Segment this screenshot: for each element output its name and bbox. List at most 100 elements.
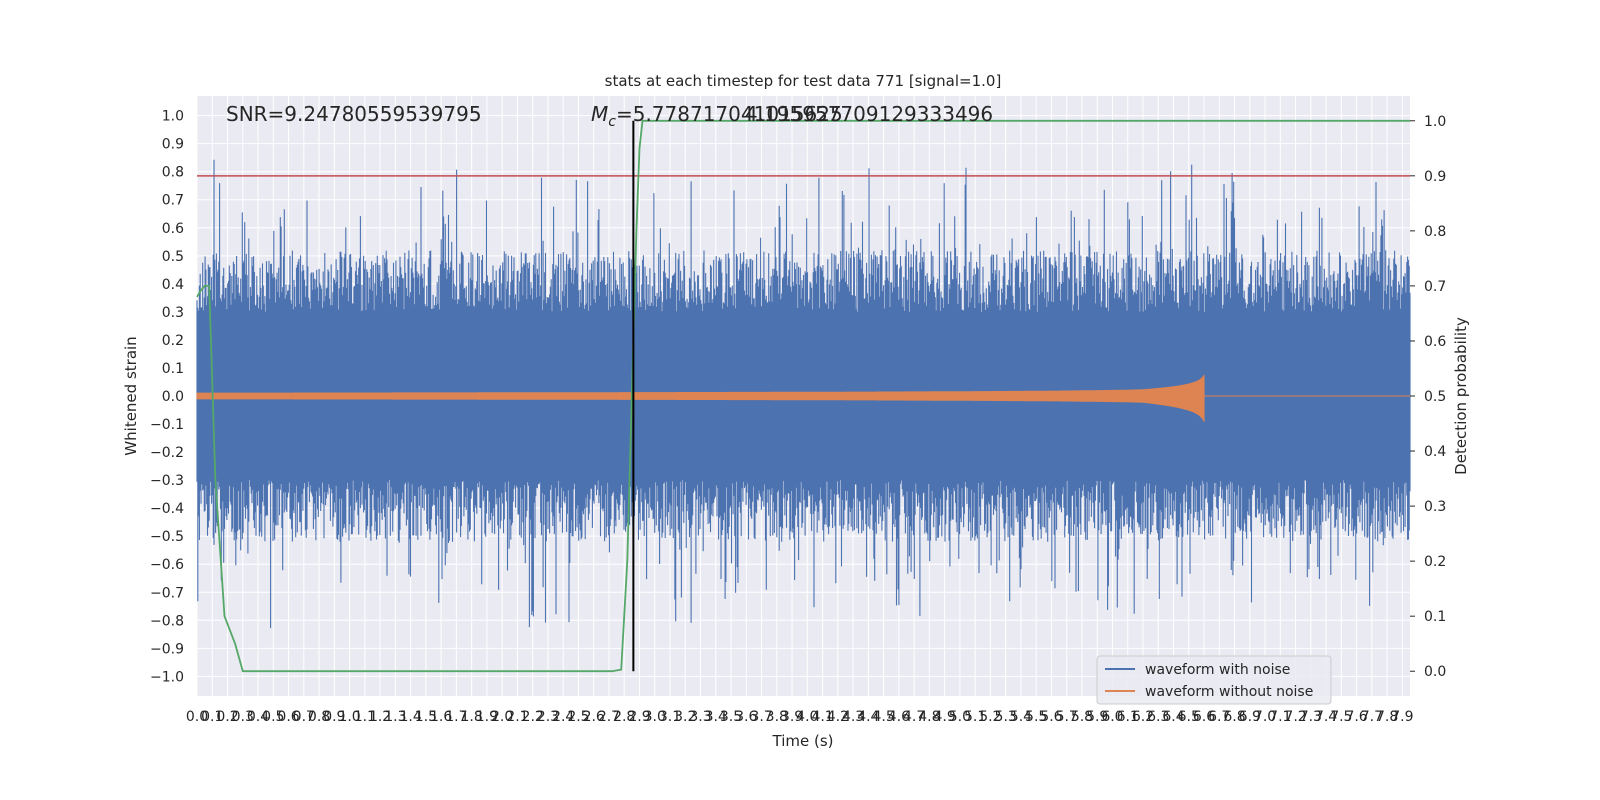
y-tick-label: −1.0 bbox=[150, 669, 184, 685]
x-tick-label: 0.9 bbox=[323, 709, 345, 725]
x-tick-label: 1.2 bbox=[369, 709, 391, 725]
y-tick-label: 0.0 bbox=[162, 389, 184, 405]
y-tick-label: 0.4 bbox=[162, 277, 184, 293]
x-tick-label: 1.0 bbox=[338, 709, 360, 725]
x-tick-label: 7.4 bbox=[1315, 709, 1337, 725]
y-tick-label: 1.0 bbox=[162, 109, 184, 125]
y-tick-label: 0.1 bbox=[162, 361, 184, 377]
x-tick-label: 3.4 bbox=[705, 709, 727, 725]
mc-symbol: M bbox=[591, 102, 608, 126]
x-tick-label: 4.5 bbox=[872, 709, 894, 725]
y-tick-label: −0.5 bbox=[150, 529, 184, 545]
x-tick-label: 4.3 bbox=[842, 709, 864, 725]
x-tick-label: 5.1 bbox=[964, 709, 986, 725]
x-tick-label: 4.0 bbox=[796, 709, 818, 725]
y-axis-label: Whitened strain bbox=[122, 336, 140, 455]
x-tick-label: 3.3 bbox=[689, 709, 711, 725]
x-tick-label: 2.7 bbox=[598, 709, 620, 725]
y-tick-label: −0.9 bbox=[150, 641, 184, 657]
x-tick-label: 6.4 bbox=[1162, 709, 1184, 725]
x-tick-label: 1.5 bbox=[415, 709, 437, 725]
legend-label-with-noise: waveform with noise bbox=[1145, 662, 1290, 678]
x-tick-label: 2.8 bbox=[613, 709, 635, 725]
y-right-tick-label: 0.1 bbox=[1424, 609, 1446, 625]
legend-label-without-noise: waveform without noise bbox=[1145, 684, 1313, 700]
x-tick-label: 7.9 bbox=[1391, 709, 1413, 725]
x-tick-label: 1.7 bbox=[445, 709, 467, 725]
y-right-tick-label: 0.6 bbox=[1424, 334, 1446, 350]
x-tick-label: 6.6 bbox=[1193, 709, 1215, 725]
x-tick-label: 7.2 bbox=[1284, 709, 1306, 725]
y-tick-label: 0.6 bbox=[162, 221, 184, 237]
x-tick-label: 4.2 bbox=[827, 709, 849, 725]
x-tick-label: 4.9 bbox=[934, 709, 956, 725]
x-tick-label: 0.2 bbox=[216, 709, 238, 725]
x-tick-label: 0.6 bbox=[277, 709, 299, 725]
x-tick-label: 2.0 bbox=[491, 709, 513, 725]
x-tick-label: 6.3 bbox=[1147, 709, 1169, 725]
x-tick-label: 7.3 bbox=[1300, 709, 1322, 725]
y-right-tick-label: 0.0 bbox=[1424, 664, 1446, 680]
x-tick-label: 2.6 bbox=[583, 709, 605, 725]
y-tick-label: −0.1 bbox=[150, 417, 184, 433]
x-tick-label: 7.7 bbox=[1361, 709, 1383, 725]
x-tick-label: 6.2 bbox=[1132, 709, 1154, 725]
x-tick-label: 3.8 bbox=[766, 709, 788, 725]
y-right-tick-label: 1.0 bbox=[1424, 114, 1446, 130]
x-tick-label: 0.3 bbox=[232, 709, 254, 725]
y-tick-label: −0.4 bbox=[150, 501, 184, 517]
x-tick-label: 0.8 bbox=[308, 709, 330, 725]
x-tick-label: 1.4 bbox=[399, 709, 421, 725]
x-tick-label: 3.9 bbox=[781, 709, 803, 725]
x-tick-label: 3.2 bbox=[674, 709, 696, 725]
series-waveform-without-noise bbox=[196, 374, 1410, 422]
x-tick-label: 0.5 bbox=[262, 709, 284, 725]
x-tick-label: 3.5 bbox=[720, 709, 742, 725]
y-tick-label: −0.8 bbox=[150, 613, 184, 629]
x-tick-label: 0.1 bbox=[201, 709, 223, 725]
x-tick-label: 5.7 bbox=[1056, 709, 1078, 725]
x-tick-label: 1.6 bbox=[430, 709, 452, 725]
x-tick-label: 2.1 bbox=[506, 709, 528, 725]
mc-annotation: Mc=5.778717041015625 bbox=[591, 102, 843, 130]
x-tick-label: 2.9 bbox=[628, 709, 650, 725]
y-right-tick-label: 0.8 bbox=[1424, 224, 1446, 240]
y-tick-label: −0.6 bbox=[150, 557, 184, 573]
chart-title: stats at each timestep for test data 771… bbox=[605, 72, 1002, 90]
x-tick-label: 6.0 bbox=[1101, 709, 1123, 725]
x-tick-label: 2.3 bbox=[537, 709, 559, 725]
snr-annotation: SNR=9.24780559539795 bbox=[226, 102, 482, 126]
y-tick-label: 0.8 bbox=[162, 165, 184, 181]
x-tick-label: 7.8 bbox=[1376, 709, 1398, 725]
mc-overlap-annotation: 4.195957709129333496 bbox=[745, 102, 993, 126]
y-axis-right-ticks: 1.0 0.9 0.8 0.7 0.6 0.5 0.4 0.3 0.2 0.1 0.0 bbox=[1410, 114, 1446, 680]
series-detection-probability-group bbox=[196, 119, 1410, 673]
x-tick-label: 3.7 bbox=[750, 709, 772, 725]
x-tick-label: 1.1 bbox=[354, 709, 376, 725]
x-tick-label: 2.5 bbox=[567, 709, 589, 725]
y-tick-label: −0.3 bbox=[150, 473, 184, 489]
x-tick-label: 4.8 bbox=[918, 709, 940, 725]
x-tick-label: 7.6 bbox=[1345, 709, 1367, 725]
x-tick-label: 1.8 bbox=[461, 709, 483, 725]
x-tick-label: 5.3 bbox=[995, 709, 1017, 725]
x-tick-label: 7.5 bbox=[1330, 709, 1352, 725]
x-tick-label: 6.8 bbox=[1223, 709, 1245, 725]
x-tick-label: 4.7 bbox=[903, 709, 925, 725]
y-right-tick-label: 0.4 bbox=[1424, 444, 1446, 460]
y-tick-label: 0.3 bbox=[162, 305, 184, 321]
x-tick-label: 5.8 bbox=[1071, 709, 1093, 725]
y-right-tick-label: 0.7 bbox=[1424, 279, 1446, 295]
y-tick-label: −0.2 bbox=[150, 445, 184, 461]
x-tick-label: 5.0 bbox=[949, 709, 971, 725]
x-tick-label: 5.5 bbox=[1025, 709, 1047, 725]
x-tick-label: 5.9 bbox=[1086, 709, 1108, 725]
x-tick-label: 2.2 bbox=[522, 709, 544, 725]
x-tick-label: 3.1 bbox=[659, 709, 681, 725]
x-tick-label: 1.3 bbox=[384, 709, 406, 725]
x-tick-label: 3.6 bbox=[735, 709, 757, 725]
x-tick-label: 0.0 bbox=[186, 709, 208, 725]
x-tick-label: 0.7 bbox=[293, 709, 315, 725]
x-tick-label: 7.1 bbox=[1269, 709, 1291, 725]
y-tick-label: 0.5 bbox=[162, 249, 184, 265]
